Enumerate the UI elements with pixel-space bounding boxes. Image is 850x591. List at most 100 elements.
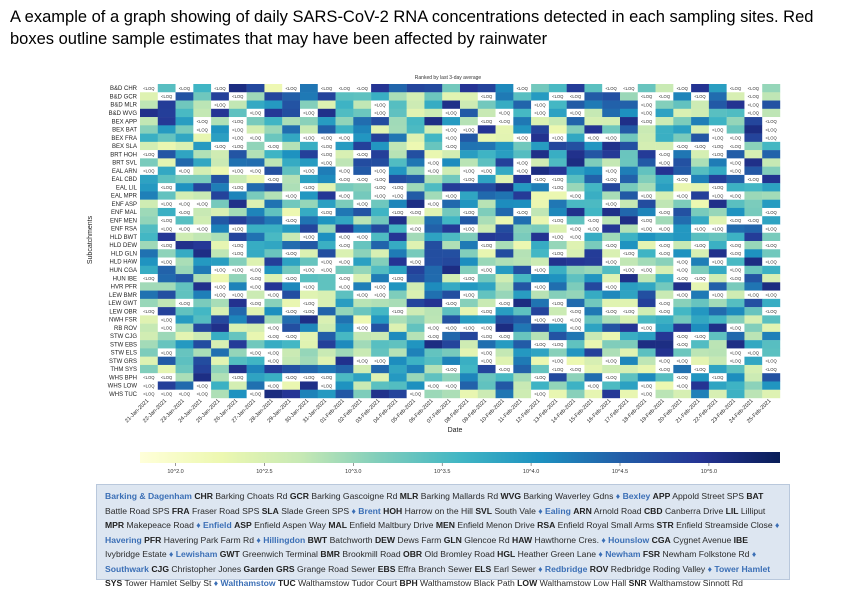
colorbar-tick-label: 10^5.0 (701, 469, 717, 475)
heatmap-cell (140, 389, 158, 399)
heatmap-cell (744, 356, 763, 366)
heatmap-cell (726, 150, 745, 159)
site-name: Lilliput (740, 505, 766, 516)
heatmap-cell (264, 348, 283, 357)
heatmap-cell (157, 389, 176, 399)
heatmap-cell (353, 133, 372, 143)
heatmap-cell (566, 307, 585, 316)
heatmap-cell (228, 224, 247, 233)
heatmap-cell (566, 183, 585, 192)
heatmap-cell (442, 150, 461, 159)
heatmap-cell (744, 100, 763, 109)
heatmap-cell (157, 265, 176, 275)
heatmap-cell (637, 389, 656, 399)
heatmap-cell (211, 356, 230, 366)
heatmap-cell (620, 241, 638, 250)
cell-loq-label: <LOQ (179, 392, 191, 397)
heatmap-cell (246, 158, 265, 167)
cell-loq-label: <LOQ (410, 226, 422, 231)
heatmap-cell (531, 265, 550, 275)
heatmap-cell (495, 282, 514, 291)
heatmap-cell (620, 340, 638, 349)
heatmap-cell (602, 381, 621, 390)
heatmap-cell (513, 166, 532, 176)
heatmap-cell (708, 100, 727, 109)
cell-loq-label: <LOQ (641, 326, 653, 331)
heatmap-cell (531, 381, 550, 390)
heatmap-cell (762, 290, 781, 300)
row-label: LEW GWT (108, 301, 137, 307)
heatmap-cell (442, 166, 461, 176)
heatmap-cell (495, 257, 514, 266)
heatmap-cell (620, 323, 638, 333)
heatmap-cell (655, 265, 674, 275)
heatmap-cell (708, 298, 727, 308)
heatmap-cell (371, 323, 390, 333)
cell-loq-label: <LOQ (250, 350, 262, 355)
cell-loq-label: <LOQ (445, 136, 457, 141)
heatmap-cell (282, 166, 301, 176)
heatmap-cell (335, 232, 354, 242)
cell-loq-label: <LOQ (712, 127, 724, 132)
heatmap-cell (406, 274, 425, 283)
heatmap-cell (193, 84, 212, 93)
site-code: EBS (377, 563, 396, 574)
heatmap-cell (424, 92, 443, 101)
site-code: CJG (151, 563, 169, 574)
heatmap-cell (353, 356, 372, 366)
heatmap-cell (477, 166, 496, 176)
heatmap-cell (371, 141, 390, 151)
heatmap-cell (246, 323, 265, 333)
cell-loq-label: <LOQ (303, 235, 315, 240)
site-name: Enfield Streamside Close (676, 520, 773, 530)
heatmap-cell (442, 224, 461, 233)
heatmap-cell (300, 274, 318, 283)
heatmap-cell (602, 108, 621, 118)
heatmap-cell (762, 216, 781, 225)
heatmap-cell (477, 315, 496, 324)
cell-loq-label: <LOQ (517, 160, 529, 165)
heatmap-cell (566, 381, 585, 390)
heatmap-cell (388, 158, 407, 167)
heatmap-cell (762, 340, 781, 349)
heatmap-cell (744, 108, 763, 118)
heatmap-cell (602, 331, 621, 341)
heatmap-cell (602, 199, 621, 209)
heatmap-cell (620, 84, 638, 93)
heatmap-cell (726, 331, 745, 341)
heatmap-cell (228, 141, 247, 151)
heatmap-cell (388, 133, 407, 143)
cell-loq-label: <LOQ (339, 177, 351, 182)
heatmap-cell (584, 199, 603, 209)
heatmap-cell (140, 199, 158, 209)
heatmap-cell (762, 298, 781, 308)
cell-loq-label: <LOQ (517, 86, 529, 91)
heatmap-cell (566, 315, 585, 324)
cell-loq-label: <LOQ (677, 86, 689, 91)
heatmap-cell (388, 166, 407, 176)
heatmap-cell (744, 331, 763, 341)
heatmap-cell (637, 92, 656, 101)
heatmap-cell (495, 340, 514, 349)
cell-loq-label: <LOQ (428, 334, 440, 339)
heatmap-cell (193, 298, 212, 308)
heatmap-cell (708, 265, 727, 275)
heatmap-cell (424, 364, 443, 374)
heatmap-cell (388, 174, 407, 184)
heatmap-cell (531, 340, 550, 349)
heatmap-cell (388, 117, 407, 126)
heatmap-cell (157, 364, 176, 374)
heatmap-cell (246, 315, 265, 324)
site-name: Slade Green SPS (281, 505, 350, 516)
heatmap-cell (211, 133, 230, 143)
heatmap-cell (566, 191, 585, 200)
heatmap-cell (762, 257, 781, 266)
heatmap-cell (300, 84, 318, 93)
site-name: Enfield Royal Small Arms (557, 520, 655, 530)
row-label: WHS TUC (109, 392, 138, 398)
cell-loq-label: <LOQ (641, 268, 653, 273)
heatmap-cell (620, 298, 638, 308)
site-code: ROV (589, 563, 609, 574)
cell-loq-label: <LOQ (321, 210, 333, 215)
heatmap-cell (175, 282, 194, 291)
